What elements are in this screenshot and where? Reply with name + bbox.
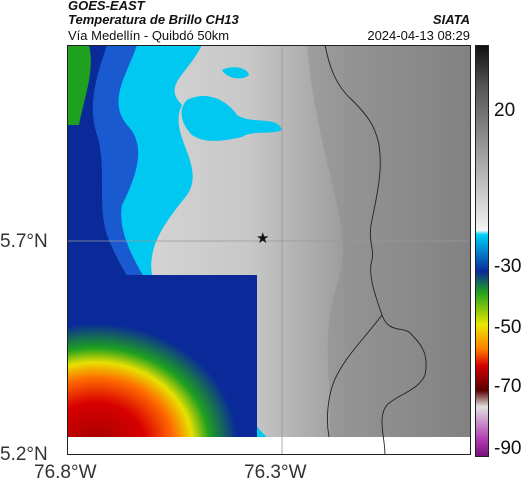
colorbar-tick-minus90: -90 [494, 438, 522, 459]
colorbar-tick-minus50: -50 [494, 317, 522, 338]
colorbar-tick-minus70: -70 [494, 376, 522, 397]
brightness-temperature-map [67, 45, 471, 455]
product-title: Temperatura de Brillo CH13 [68, 12, 239, 27]
satellite-name: GOES-EAST [68, 0, 145, 13]
region-subtitle: Vía Medellín - Quibdó 50km [68, 28, 230, 43]
lon-tick-76-3: 76.3°W [244, 462, 307, 483]
lat-tick-5-7: 5.7°N [0, 231, 48, 252]
timestamp: 2024-04-13 08:29 [367, 28, 470, 43]
colorbar [475, 45, 489, 457]
lat-tick-5-2: 5.2°N [0, 444, 48, 465]
colorbar-tick-20: 20 [494, 100, 516, 121]
lon-tick-76-8: 76.8°W [34, 462, 97, 483]
colorbar-tick-minus30: -30 [494, 256, 522, 277]
star-icon: ★ [256, 230, 270, 247]
organization-label: SIATA [432, 12, 470, 27]
